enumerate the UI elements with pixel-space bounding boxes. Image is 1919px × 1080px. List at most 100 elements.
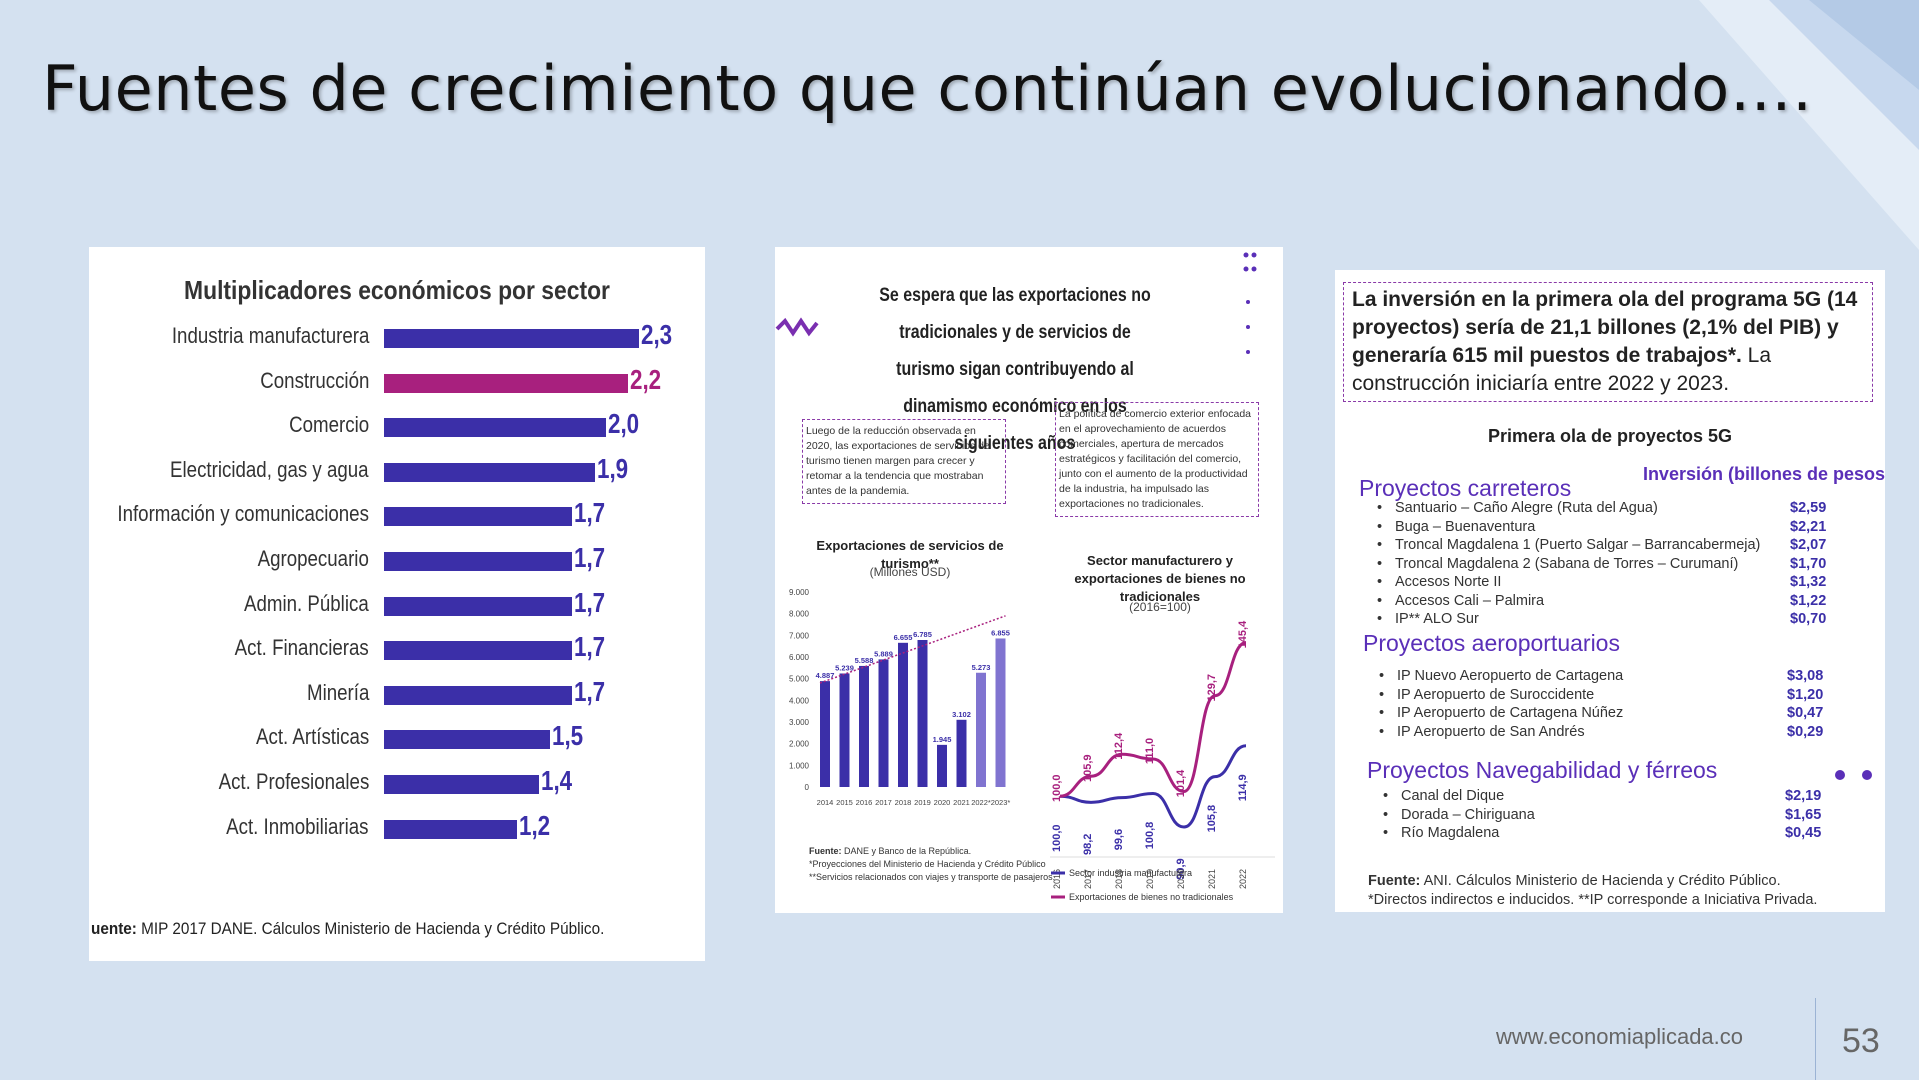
project-amount: $2,59 xyxy=(1790,500,1827,516)
bar-category-label: Act. Financieras xyxy=(234,635,369,661)
footer-divider xyxy=(1815,998,1816,1080)
legend-label: Sector industria manufacturera xyxy=(1069,868,1192,878)
project-amount: $1,20 xyxy=(1787,686,1824,703)
project-item: Santuario – Caño Alegre (Ruta del Agua) xyxy=(1377,500,1658,516)
bar-value-label: 1,4 xyxy=(541,765,573,796)
turismo-value-label: 6.855 xyxy=(991,628,1010,637)
corner-decoration xyxy=(1699,0,1919,250)
exportaciones-panel: Se espera que las exportaciones no tradi… xyxy=(775,247,1283,913)
project-amount: $1,32 xyxy=(1790,574,1827,590)
turismo-category-label: 2016 xyxy=(856,798,873,807)
project-amount: $0,47 xyxy=(1787,705,1824,721)
bar xyxy=(384,819,518,839)
bar-category-label: Información y comunicaciones xyxy=(117,501,369,527)
turismo-category-label: 2015 xyxy=(836,798,853,807)
y-tick-label: 3.000 xyxy=(789,718,810,727)
bar-category-label: Industria manufacturera xyxy=(171,323,369,348)
chart-source: uente: MIP 2017 DANE. Cálculos Ministeri… xyxy=(91,919,604,939)
series-value-label: 114,9 xyxy=(1237,774,1249,801)
turismo-category-label: 2023* xyxy=(991,798,1011,807)
project-item: Dorada – Chiriguana xyxy=(1383,807,1535,823)
turismo-chart-title: Exportaciones de servicios de turismo** xyxy=(816,538,1004,571)
wave-decoration xyxy=(775,317,819,337)
page-number: 53 xyxy=(1842,1022,1880,1060)
project-amount: $1,70 xyxy=(1790,555,1827,572)
multiplicadores-chart-panel: Multiplicadores económicos por sector In… xyxy=(89,247,705,961)
bar-value-label: 1,7 xyxy=(574,586,606,618)
bar-value-label: 1,7 xyxy=(574,631,606,663)
series-value-label: 145,4 xyxy=(1237,620,1249,648)
project-amount: $1,65 xyxy=(1785,806,1822,823)
series-value-label: 100,8 xyxy=(1144,822,1156,850)
bar-category-label: Act. Inmobiliarias xyxy=(226,813,369,839)
project-group-title: Proyectos carreteros xyxy=(1359,475,1572,501)
turismo-value-label: 5.273 xyxy=(972,663,991,672)
turismo-value-label: 5.239 xyxy=(835,663,854,672)
turismo-bar xyxy=(898,642,908,787)
project-amount: $2,21 xyxy=(1790,518,1827,535)
5g-subtitle: Primera ola de proyectos 5G xyxy=(1487,426,1733,446)
bar xyxy=(384,641,573,661)
bar-row: Agropecuario 1,7 xyxy=(89,540,705,580)
bar xyxy=(384,596,573,616)
bar-row: Comercio 2,0 xyxy=(89,406,705,446)
project-item: IP** ALO Sur xyxy=(1377,611,1479,627)
bar-category-label: Construcción xyxy=(259,367,369,393)
investment-header: Inversión (billones de pesos xyxy=(1642,464,1885,484)
slide-title: Fuentes de crecimiento que continúan evo… xyxy=(42,52,1813,125)
turismo-bar xyxy=(839,673,850,787)
bar-category-label: Minería xyxy=(306,679,369,705)
bar-value-label: 1,7 xyxy=(574,542,606,573)
y-tick-label: 0 xyxy=(805,783,810,792)
series-line xyxy=(1059,641,1247,798)
turismo-bar-chart: 9.000 8.000 7.000 6.000 5.000 4.000 3.000 2.000… xyxy=(789,588,1011,807)
turismo-bar xyxy=(878,659,889,787)
turismo-category-label: 2018 xyxy=(895,798,912,807)
bar-row: Industria manufacturera 2,3 xyxy=(89,317,705,357)
y-tick-label: 7.000 xyxy=(789,631,810,640)
x-tick-label: 2020 xyxy=(1176,869,1186,889)
project-amount: $0,29 xyxy=(1787,723,1824,740)
chart-title: Multiplicadores económicos por sector xyxy=(184,275,610,305)
bar-row: Minería 1,7 xyxy=(89,674,705,714)
source-text: MIP 2017 DANE. Cálculos Ministerio de Ha… xyxy=(136,919,605,938)
5g-source-text: ANI. Cálculos Ministerio de Hacienda y C… xyxy=(1420,873,1781,889)
turismo-value-label: 3.102 xyxy=(952,710,971,719)
legend-label: Exportaciones de bienes no tradicionales xyxy=(1069,892,1234,902)
foot-note-2: **Servicios relacionados con viajes y tr… xyxy=(809,872,1056,882)
project-amount: $1,22 xyxy=(1790,592,1827,609)
5g-intro-bold: La inversión en la primera ola del progr… xyxy=(1352,288,1858,367)
y-tick-label: 8.000 xyxy=(789,610,810,619)
5g-footnotes: Fuente: ANI. Cálculos Ministerio de Haci… xyxy=(1368,872,1817,910)
y-tick-label: 9.000 xyxy=(789,588,810,597)
turismo-bar xyxy=(976,672,986,787)
bar-category-label: Agropecuario xyxy=(257,546,369,571)
turismo-category-label: 2014 xyxy=(817,798,834,807)
bar-value-label: 2,2 xyxy=(629,363,662,395)
project-item: IP Aeropuerto de Suroccidente xyxy=(1379,687,1594,703)
project-group-title: Proyectos Navegabilidad y férreos xyxy=(1367,757,1718,783)
bar-category-label: Act. Artísticas xyxy=(255,724,369,750)
series-value-label: 105,9 xyxy=(1082,754,1094,782)
turismo-bar xyxy=(937,744,947,787)
x-tick-label: 2017 xyxy=(1083,869,1093,889)
bar xyxy=(384,462,595,482)
bar-value-label: 1,7 xyxy=(574,675,606,707)
bar-row: Act. Profesionales 1,4 xyxy=(89,763,705,803)
project-item: IP Aeropuerto de Cartagena Núñez xyxy=(1379,705,1623,721)
website-link[interactable]: www.economiaplicada.co xyxy=(1496,1024,1744,1049)
project-item: IP Aeropuerto de San Andrés xyxy=(1379,724,1585,740)
turismo-value-label: 6.785 xyxy=(913,630,932,639)
dots-decoration xyxy=(1243,252,1257,354)
x-tick-label: 2019 xyxy=(1145,869,1155,889)
bar-value-label: 1,5 xyxy=(552,720,584,752)
project-item: Canal del Dique xyxy=(1383,788,1504,804)
series-value-label: 98,2 xyxy=(1082,834,1094,855)
turismo-category-label: 2020 xyxy=(934,798,951,807)
bar xyxy=(384,329,639,348)
bar xyxy=(384,775,540,794)
project-amount: $0,70 xyxy=(1790,611,1827,627)
project-item: IP Nuevo Aeropuerto de Cartagena xyxy=(1379,668,1623,684)
series-value-label: 90,9 xyxy=(1175,858,1187,879)
y-tick-label: 1.000 xyxy=(789,761,810,770)
